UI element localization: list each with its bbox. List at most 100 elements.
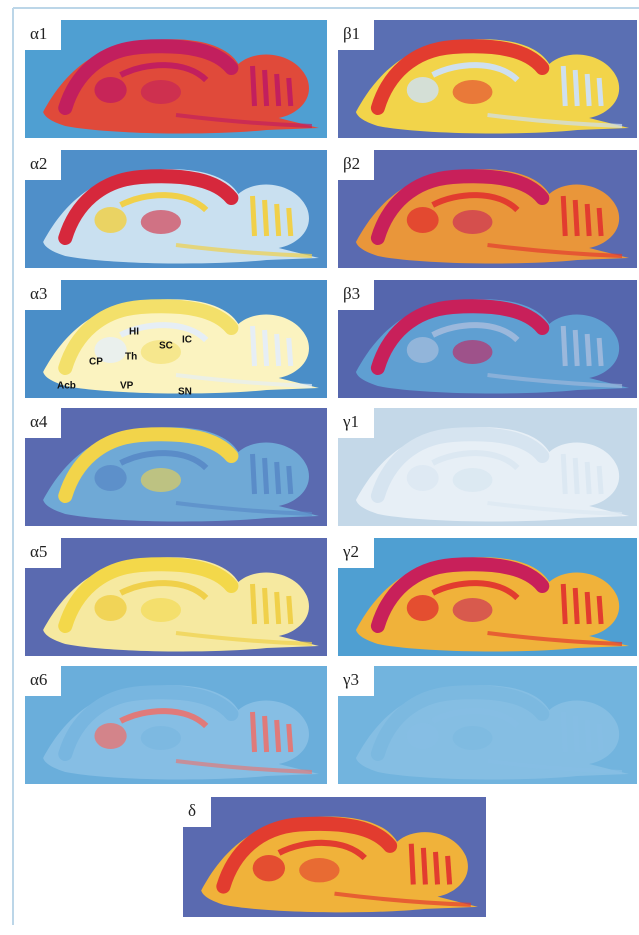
cerebellum-fold: [277, 720, 279, 752]
panel: γ1: [338, 408, 637, 526]
cerebellum-fold: [563, 196, 565, 236]
region-annotation: VP: [120, 381, 134, 392]
thalamus: [141, 80, 181, 104]
striatum: [407, 723, 439, 749]
panel-label: β3: [343, 284, 360, 303]
striatum: [407, 207, 439, 233]
region-annotation: IC: [182, 335, 192, 346]
panel: β2: [338, 150, 637, 268]
cerebellum-fold: [587, 592, 589, 624]
thalamus: [141, 598, 181, 622]
panel: γ2: [338, 538, 637, 656]
striatum: [94, 595, 126, 621]
striatum: [407, 337, 439, 363]
cerebellum-fold: [289, 208, 291, 236]
cerebellum-fold: [575, 330, 577, 366]
cerebellum-fold: [265, 200, 267, 236]
striatum: [94, 465, 126, 491]
panel-label: α6: [30, 670, 47, 689]
region-annotation: SC: [159, 341, 173, 352]
cerebellum-fold: [277, 462, 279, 494]
cerebellum-fold: [265, 330, 267, 366]
panel-label: α5: [30, 542, 47, 561]
cerebellum-fold: [423, 848, 425, 885]
cerebellum-fold: [575, 716, 577, 752]
panel: α2: [25, 150, 327, 268]
thalamus: [141, 726, 181, 750]
cerebellum-fold: [599, 78, 601, 106]
cerebellum-fold: [587, 720, 589, 752]
region-annotation: Acb: [57, 381, 76, 392]
panel-label: α4: [30, 412, 48, 431]
thalamus: [453, 80, 493, 104]
cerebellum-fold: [277, 74, 279, 106]
panel-label: β1: [343, 24, 360, 43]
cerebellum-fold: [289, 466, 291, 494]
panel: α1: [25, 20, 327, 138]
cerebellum-fold: [265, 70, 267, 106]
thalamus: [141, 210, 181, 234]
cerebellum-fold: [587, 462, 589, 494]
cerebellum-fold: [575, 458, 577, 494]
cerebellum-fold: [599, 596, 601, 624]
thalamus: [299, 858, 339, 882]
cerebellum-fold: [265, 458, 267, 494]
region-annotation: Th: [125, 352, 137, 363]
striatum: [407, 465, 439, 491]
cerebellum-fold: [563, 326, 565, 366]
cerebellum-fold: [289, 596, 291, 624]
thalamus: [141, 468, 181, 492]
cerebellum-fold: [277, 204, 279, 236]
cerebellum-fold: [436, 852, 438, 885]
panel-label: α1: [30, 24, 47, 43]
striatum: [407, 595, 439, 621]
region-annotation: CP: [89, 357, 103, 368]
cerebellum-fold: [253, 66, 255, 106]
thalamus: [453, 468, 493, 492]
cerebellum-fold: [575, 588, 577, 624]
panel: α6: [25, 666, 327, 784]
cerebellum-fold: [289, 724, 291, 752]
thalamus: [453, 340, 493, 364]
cerebellum-fold: [575, 200, 577, 236]
cerebellum-fold: [253, 584, 255, 624]
cerebellum-fold: [265, 588, 267, 624]
cerebellum-fold: [563, 712, 565, 752]
cerebellum-fold: [253, 712, 255, 752]
cerebellum-fold: [587, 334, 589, 366]
cerebellum-fold: [253, 196, 255, 236]
cerebellum-fold: [599, 466, 601, 494]
cerebellum-fold: [599, 338, 601, 366]
cerebellum-fold: [253, 454, 255, 494]
cerebellum-fold: [277, 334, 279, 366]
panel: α4: [25, 408, 327, 526]
cerebellum-fold: [599, 724, 601, 752]
figure: α1 β1 α2 β2 α3 HI SC IC CP Th Acb VP SN β3 α4 γ1 α5 γ2 α6 γ…: [0, 0, 639, 930]
cerebellum-fold: [599, 208, 601, 236]
panel-label: β2: [343, 154, 360, 173]
cerebellum-fold: [587, 74, 589, 106]
cerebellum-fold: [265, 716, 267, 752]
region-annotation: HI: [129, 327, 139, 338]
panel: α3 HI SC IC CP Th Acb VP SN: [25, 280, 327, 398]
panel: γ3: [338, 666, 637, 784]
striatum: [407, 77, 439, 103]
panel-label: α2: [30, 154, 47, 173]
panel: δ: [183, 797, 486, 917]
cerebellum-fold: [289, 338, 291, 366]
striatum: [94, 77, 126, 103]
cerebellum-fold: [563, 66, 565, 106]
cerebellum-fold: [448, 856, 450, 884]
region-annotation: SN: [178, 387, 192, 398]
thalamus: [453, 210, 493, 234]
panel: β3: [338, 280, 637, 398]
panel: β1: [338, 20, 637, 138]
panel-label: γ1: [342, 412, 359, 431]
cerebellum-fold: [575, 70, 577, 106]
cerebellum-fold: [253, 326, 255, 366]
striatum: [94, 207, 126, 233]
striatum: [253, 855, 285, 881]
thalamus: [453, 598, 493, 622]
panel: α5: [25, 538, 327, 656]
panel-label: α3: [30, 284, 47, 303]
